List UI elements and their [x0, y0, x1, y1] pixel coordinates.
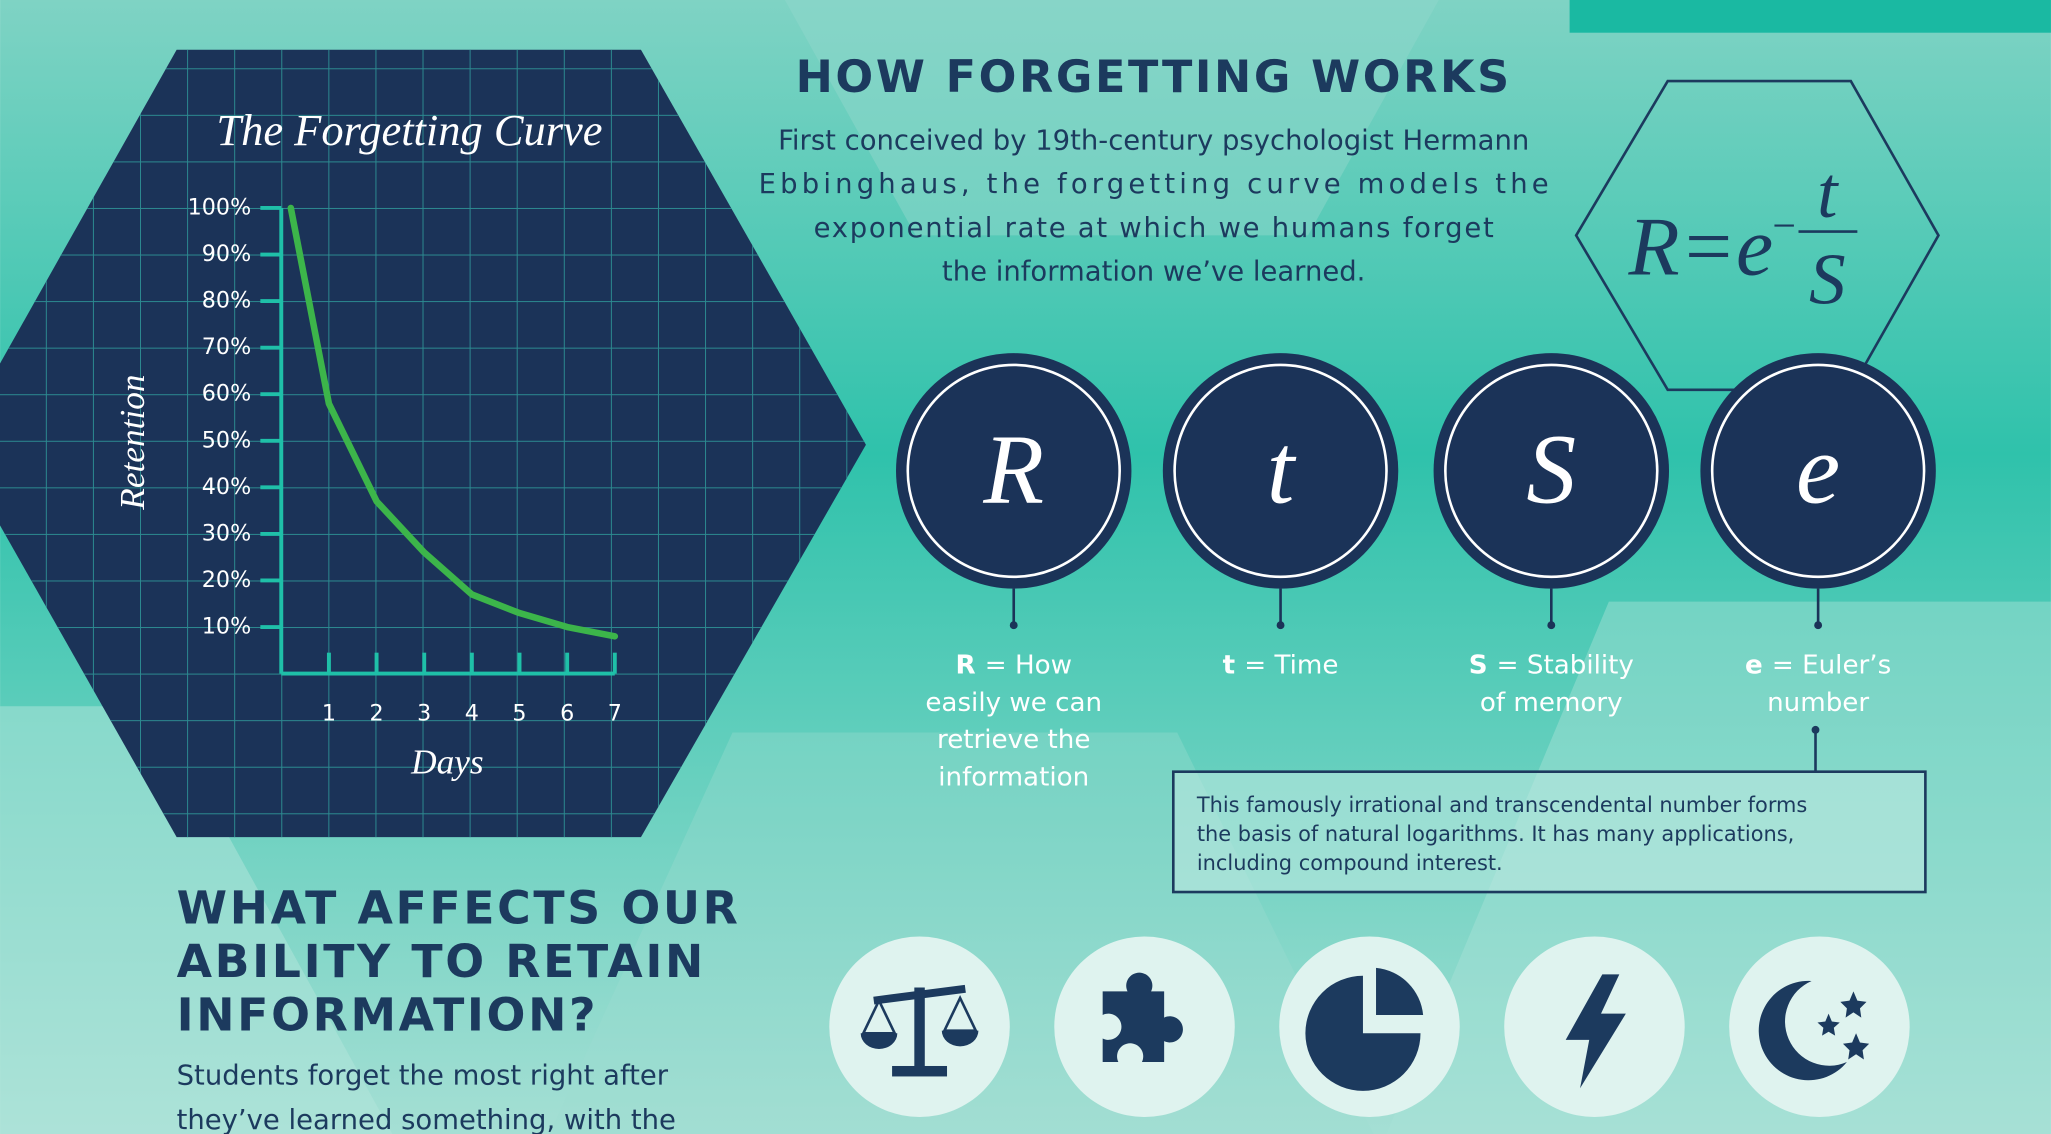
factors-title-line: ABILITY TO RETAIN: [177, 935, 706, 988]
puzzle-icon: [1102, 972, 1183, 1063]
variable-definition: easily we can: [925, 688, 1102, 718]
variable-definition: e = Euler’s: [1745, 651, 1891, 681]
pie-icon: [1305, 975, 1421, 1091]
scale-icon: [860, 984, 979, 1077]
x-tick-label: 7: [608, 701, 622, 727]
connector-dot: [1276, 621, 1285, 630]
definition-line: = How: [985, 651, 1072, 681]
intro-line: exponential rate at which we humans forg…: [814, 213, 1494, 244]
x-axis-label: Days: [410, 742, 484, 781]
forgetting-curve: [287, 204, 619, 640]
y-tick-label: 40%: [202, 474, 251, 500]
variable-ring: [1173, 363, 1388, 579]
moon-icon: [1758, 980, 1847, 1081]
x-tick-label: 3: [417, 701, 431, 727]
intro-line: the information we’ve learned.: [942, 257, 1365, 288]
connector-dot: [1814, 621, 1823, 630]
x-tick-label: 4: [465, 701, 479, 727]
y-tick-label: 90%: [202, 241, 251, 267]
x-tick-label: 6: [560, 701, 574, 727]
variable-definition: retrieve the: [937, 725, 1090, 755]
variable-definition: number: [1767, 688, 1869, 718]
formula-sign: −: [1772, 203, 1796, 249]
variable-term: t: [1223, 651, 1236, 681]
connector-dot: [1811, 725, 1820, 734]
variable-term: e: [1745, 651, 1763, 681]
variable-definition: R = How: [955, 651, 1072, 681]
y-tick-label: 100%: [188, 194, 252, 220]
variable-symbol: R: [982, 413, 1044, 524]
definition-line: easily we can: [925, 688, 1102, 718]
formula-numerator: t: [1817, 152, 1839, 233]
variable-circle: [1700, 353, 1936, 589]
factor-icons: [829, 936, 1910, 1117]
formula-base: R=e: [1627, 201, 1773, 294]
variable-ring: [1710, 363, 1926, 579]
variable-ring: [1444, 363, 1659, 579]
variable-circle: [896, 353, 1132, 589]
x-tick-label: 1: [322, 701, 336, 727]
definition-line: number: [1767, 688, 1869, 718]
x-tick-label: 2: [369, 701, 383, 727]
y-tick-label: 20%: [202, 567, 251, 593]
factors-title-line: INFORMATION?: [177, 989, 599, 1042]
definition-line: information: [938, 762, 1089, 792]
definition-line: = Time: [1244, 651, 1338, 681]
y-tick-label: 60%: [202, 381, 251, 407]
note-text: This famously irrational and transcenden…: [1196, 793, 1807, 875]
variable-symbol: S: [1526, 413, 1576, 524]
factors-line: they’ve learned something, with the: [177, 1105, 676, 1134]
intro-line: Ebbinghaus, the forgetting curve models …: [759, 169, 1549, 200]
y-tick-label: 30%: [202, 520, 251, 546]
variable-definition: t = Time: [1223, 651, 1339, 681]
icon-circle: [1729, 936, 1910, 1117]
note-line: the basis of natural logarithms. It has …: [1197, 822, 1794, 846]
y-tick-label: 70%: [202, 334, 251, 360]
factors-title-line: WHAT AFFECTS OUR: [177, 881, 741, 934]
variable-definition: S = Stability: [1469, 651, 1634, 681]
lightning-icon: [1565, 974, 1626, 1089]
variables: R R = How easily we can retrieve the informat…: [896, 353, 1936, 792]
variable-ring: [906, 363, 1121, 579]
y-tick-label: 50%: [202, 427, 251, 453]
variable-symbol: t: [1267, 413, 1297, 524]
definition-line: of memory: [1480, 688, 1623, 718]
y-tick-label: 10%: [202, 614, 251, 640]
formula-denominator: S: [1809, 238, 1846, 319]
factors-line: Students forget the most right after: [177, 1060, 669, 1091]
note-line: including compound interest.: [1197, 851, 1503, 875]
top-bar: [1569, 0, 2051, 33]
variable-term: S: [1469, 651, 1488, 681]
bg-hexagon: [0, 706, 393, 1134]
x-tick-label: 5: [512, 701, 526, 727]
chart: 10% 20% 30% 40% 50% 60% 70% 80% 90% 100% 1 2 3 4 5 6 7: [188, 194, 622, 726]
note-line: This famously irrational and transcenden…: [1196, 793, 1807, 817]
section-title: HOW FORGETTING WORKS: [796, 52, 1512, 103]
variable-symbol: e: [1796, 413, 1840, 524]
intro-line: First conceived by 19th-century psycholo…: [778, 125, 1529, 156]
connector-dot: [1547, 621, 1556, 630]
pie-icon-slice: [1376, 967, 1424, 1015]
chart-title: The Forgetting Curve: [216, 105, 602, 155]
variable-circle: [1162, 353, 1399, 589]
note-box: [1171, 770, 1927, 894]
variable-definition: of memory: [1480, 688, 1623, 718]
y-tick-label: 80%: [202, 288, 251, 314]
bg-hexagon: [784, 0, 1439, 236]
intro-text: First conceived by 19th-century psycholo…: [759, 125, 1549, 287]
definition-line: = Euler’s: [1772, 651, 1891, 681]
variable-term: R: [955, 651, 975, 681]
chart-grid-pattern: [0, 49, 866, 838]
variable-definition: information: [938, 762, 1089, 792]
stars-icon: [1817, 991, 1870, 1060]
definition-line: retrieve the: [937, 725, 1090, 755]
y-axis-label: Retention: [113, 374, 152, 510]
definition-line: = Stability: [1497, 651, 1634, 681]
connector-dot: [1009, 621, 1018, 630]
variable-circle: [1433, 353, 1670, 589]
